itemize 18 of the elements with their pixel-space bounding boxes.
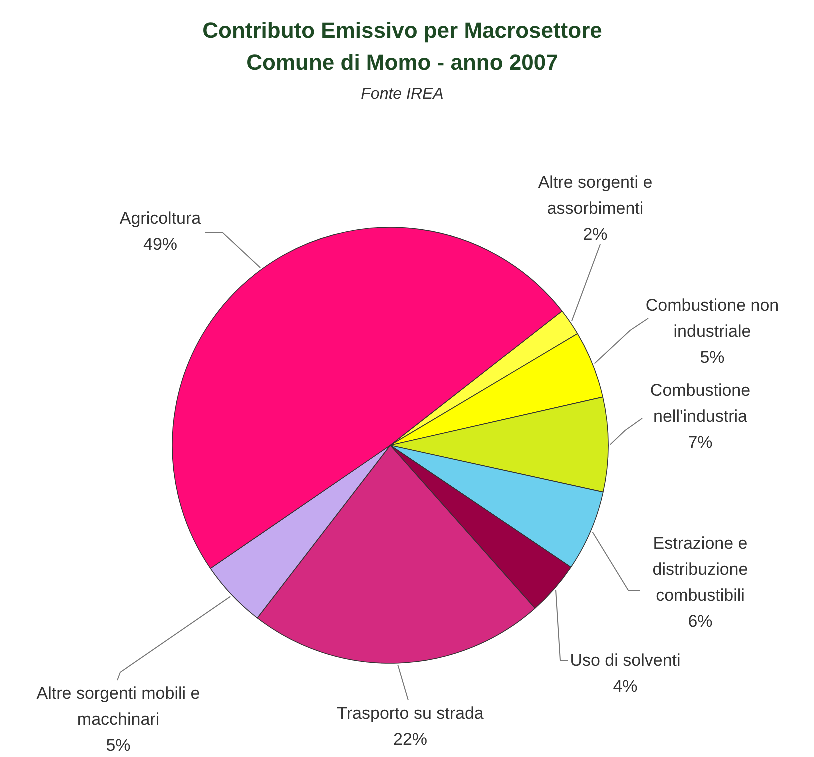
data-label: 6% (688, 612, 713, 631)
chart-subtitle: Fonte IREA (361, 86, 444, 103)
data-label: 7% (688, 433, 713, 452)
slice-label: Altre sorgenti mobili e macchinari (36, 684, 200, 729)
slice-label: Altre sorgenti e assorbimenti (538, 173, 653, 218)
slice-label: Combustione non industriale (646, 296, 780, 341)
chart-title: Contributo Emissivo per Macrosettore Comune di Momo - anno 2007 (202, 18, 602, 75)
data-label: 5% (106, 736, 131, 755)
data-label: 49% (143, 235, 178, 254)
data-label: 22% (393, 730, 428, 749)
data-label: 4% (613, 677, 638, 696)
data-label: 2% (583, 225, 608, 244)
slice-label: Uso di solventi (570, 651, 681, 670)
slice-label: Estrazione e distribuzione combustibili (652, 534, 748, 605)
slice-label: Agricoltura (120, 209, 202, 228)
slice-label: Trasporto su strada (337, 704, 484, 723)
data-label: 5% (700, 348, 725, 367)
slice-label: Combustione nell'industria (650, 381, 751, 426)
